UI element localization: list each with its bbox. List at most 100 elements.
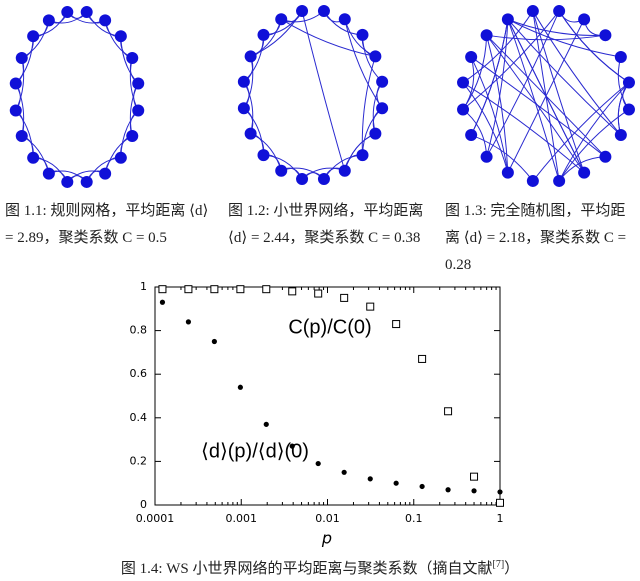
point [289,443,295,449]
y-tick-label: 0.6 [130,367,148,380]
point [158,285,167,294]
edge [361,56,376,156]
edge [470,56,606,158]
point [340,293,349,302]
y-tick-label: 0.2 [130,454,148,467]
node [61,6,74,19]
citation: [7] [492,559,505,570]
edge [486,34,585,173]
node [599,29,612,42]
node [296,172,309,185]
node [15,130,28,143]
caption: 图 1.1: 规则网格，平均距离 ⟨d⟩ = 2.89，聚类系数 C = 0.5 [5,203,209,246]
point [315,460,321,467]
node [457,76,470,89]
node [114,151,127,164]
point [263,421,269,427]
x-axis-label: p [321,529,332,548]
node [622,76,635,89]
edge [470,134,534,182]
x-tick-label: 0.01 [315,512,340,525]
edge [532,82,630,182]
x-tick-label: 0.1 [405,512,423,525]
y-tick-label: 0.8 [130,324,148,337]
point [471,488,477,494]
edge [344,19,383,109]
node [317,172,330,185]
point [419,483,425,490]
point [262,285,271,294]
node [578,13,591,26]
node [317,5,330,18]
node [578,166,591,179]
node [356,28,369,41]
point [366,302,375,311]
node [338,164,351,177]
point [496,498,504,507]
node [338,13,351,26]
node [526,5,539,18]
node [257,28,270,41]
y-tick-label: 1 [140,280,147,293]
point [184,285,193,294]
node [257,149,270,162]
node [501,13,514,26]
point [237,384,243,390]
caption: 图 1.3: 完全随机图，平均距离 ⟨d⟩ = 2.18，聚类系数 C = 0.… [445,203,627,273]
edge [532,10,560,182]
series-label: ⟨d⟩(p)/⟨d⟩(0) [201,440,309,462]
point [159,299,166,305]
node [501,166,514,179]
edge [250,10,303,57]
node [526,174,539,187]
node [599,150,612,163]
caption: 图 1.2: 小世界网络，平均距离 ⟨d⟩ = 2.44，聚类系数 C = 0.… [228,203,424,246]
node [275,164,288,177]
edge [470,19,509,136]
point [497,489,503,495]
node [9,104,22,117]
point [418,354,427,363]
node [614,129,627,142]
node [480,29,493,42]
node [126,130,139,143]
node [61,175,74,188]
node [244,127,257,140]
x-tick-label: 0.0001 [136,512,175,525]
node [9,77,22,90]
node [553,5,566,18]
caption-close: ） [504,561,520,577]
node [99,167,112,180]
point [367,476,373,482]
y-tick-label: 0 [140,498,147,511]
point [314,289,323,298]
point [341,469,347,475]
node [126,51,139,64]
edge [507,19,622,136]
node [369,127,382,140]
node [42,167,55,180]
edge [486,19,509,157]
node [465,50,478,63]
edge [462,82,585,174]
plot-frame [154,286,501,506]
edge [470,56,509,173]
edge [507,18,621,58]
node [356,149,369,162]
node [376,102,389,115]
edge [462,10,560,110]
caption-text: 图 1.4: WS 小世界网络的平均距离与聚类系数（摘自文献 [120,561,493,577]
edge [507,18,606,36]
node [275,13,288,26]
node [15,51,28,64]
node [114,30,127,43]
point [211,338,217,345]
node [237,102,250,115]
edge [486,10,560,158]
edge [462,10,534,83]
node [457,103,470,116]
caption: 图 1.4: WS 小世界网络的平均距离与聚类系数（摘自文献[7]） [0,557,640,578]
node [553,174,566,187]
node [80,6,93,19]
